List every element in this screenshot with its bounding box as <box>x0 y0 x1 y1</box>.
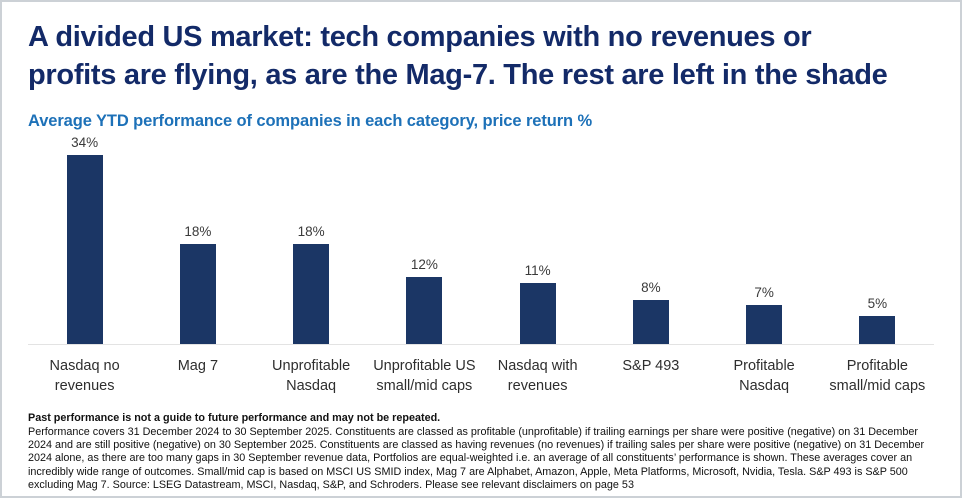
bar-column: 11% <box>481 133 594 344</box>
bar <box>293 244 330 344</box>
bar-column: 18% <box>255 133 368 344</box>
bar-value-label: 5% <box>867 296 888 311</box>
bar-column: 34% <box>28 133 141 344</box>
bar <box>632 300 669 344</box>
chart-subtitle: Average YTD performance of companies in … <box>28 112 593 130</box>
category-label: S&P 493 <box>622 358 680 374</box>
chart-plot-area: 34% 18% 18% 12% 11% 8% 7% 5% <box>28 133 934 345</box>
category-label: Unprofitable Nasdaq <box>272 358 351 394</box>
bar-value-label: 7% <box>754 285 774 300</box>
category-label: Nasdaq no revenues <box>49 358 120 394</box>
bar-value-label: 11% <box>524 263 551 278</box>
category-label: Unprofitable US small/mid caps <box>373 358 476 394</box>
chart-category-axis: Nasdaq no revenues Mag 7 Unprofitable Nasd… <box>28 345 934 396</box>
bar <box>406 277 443 344</box>
footnote: Past performance is not a guide to futur… <box>28 412 936 493</box>
footnote-methodology-text: Performance covers 31 December 2024 to 3… <box>28 425 925 492</box>
bar <box>859 316 896 344</box>
category-label: Profitable small/mid caps <box>829 358 926 394</box>
bar <box>519 283 556 344</box>
bar <box>179 244 216 344</box>
bar-chart: 34% 18% 18% 12% 11% 8% 7% 5% Nasdaq no revenues… <box>28 133 934 396</box>
page-title-line-1: A divided US market: tech companies with… <box>28 21 812 53</box>
bar-value-label: 34% <box>71 135 99 150</box>
bar-value-label: 18% <box>297 224 325 239</box>
bar-value-label: 12% <box>410 257 438 272</box>
page-title: A divided US market: tech companies with… <box>28 18 934 94</box>
bar <box>746 305 783 344</box>
category-label: Profitable Nasdaq <box>733 358 795 394</box>
bar-column: 18% <box>141 133 254 344</box>
bar-column: 8% <box>594 133 707 344</box>
bar-column: 12% <box>368 133 481 344</box>
bar-value-label: 8% <box>641 280 661 295</box>
category-label: Nasdaq with revenues <box>497 358 578 394</box>
bar <box>66 155 103 344</box>
category-label: Mag 7 <box>177 358 219 374</box>
bar-value-label: 18% <box>184 224 212 239</box>
footnote-disclaimer-bold: Past performance is not a guide to futur… <box>28 412 441 424</box>
bar-column: 7% <box>708 133 821 344</box>
bar-column: 5% <box>821 133 934 344</box>
page-title-line-2: profits are flying, as are the Mag-7. Th… <box>28 59 888 91</box>
